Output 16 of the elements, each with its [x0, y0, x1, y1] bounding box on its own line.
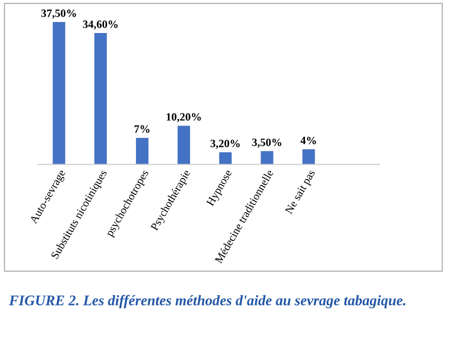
data-label: 34,60% [82, 20, 118, 30]
data-label: 10,20% [166, 113, 201, 122]
bar [260, 151, 274, 164]
bar [178, 126, 190, 164]
data-label: 4% [300, 136, 316, 144]
data-label: 37,50% [41, 10, 76, 19]
x-tick-label: Ne sait pas [284, 169, 318, 216]
data-label: 3,50% [252, 138, 282, 148]
bar [136, 138, 148, 164]
bar [94, 33, 107, 164]
caption: FIGURE 2. Les différentes méthodes d'aide au sevrage tabagique. [8, 294, 406, 308]
bar [302, 149, 315, 164]
data-label: 7% [134, 125, 150, 133]
bar [52, 22, 66, 164]
bar [219, 152, 232, 164]
data-label: 3,20% [210, 140, 240, 149]
